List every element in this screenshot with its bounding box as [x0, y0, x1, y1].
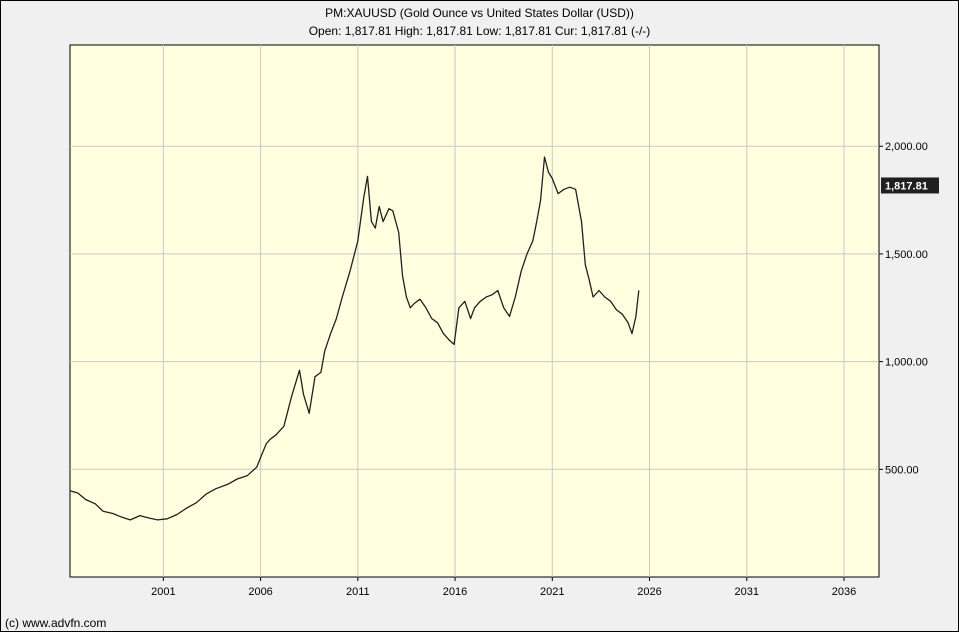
y-tick-label: 1,000.00 — [885, 357, 928, 369]
current-price-label: 1,817.81 — [885, 180, 928, 192]
x-tick-label: 2011 — [346, 586, 370, 598]
ohlc-summary: Open: 1,817.81 High: 1,817.81 Low: 1,817… — [308, 24, 651, 38]
x-tick-label: 2021 — [540, 586, 564, 598]
x-tick-label: 2026 — [637, 586, 661, 598]
price-line — [69, 156, 640, 521]
x-axis: 2001 2006 2011 2016 2021 2026 2031 2036 — [151, 577, 856, 598]
copyright-text: (c) www.advfn.com — [5, 616, 107, 630]
x-tick-label: 2031 — [735, 586, 759, 598]
x-tick-label: 2016 — [443, 586, 467, 598]
y-tick-label: 500.00 — [885, 464, 919, 476]
current-price-badge: 1,817.81 — [881, 177, 939, 194]
y-axis: 500.00 1,000.00 1,500.00 2,000.00 — [879, 141, 928, 476]
y-tick-label: 2,000.00 — [885, 141, 928, 153]
chart-title: PM:XAUUSD (Gold Ounce vs United States D… — [325, 6, 634, 20]
current-price-box — [881, 177, 939, 194]
x-tick-label: 2036 — [832, 586, 856, 598]
x-tick-label: 2006 — [248, 586, 272, 598]
y-tick-label: 1,500.00 — [885, 249, 928, 261]
grid-lines — [70, 45, 879, 577]
x-tick-label: 2001 — [151, 586, 175, 598]
plot-background — [69, 44, 880, 578]
price-series — [69, 156, 640, 521]
